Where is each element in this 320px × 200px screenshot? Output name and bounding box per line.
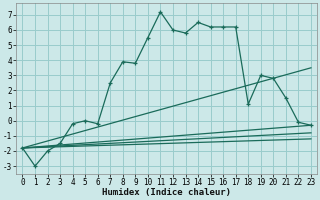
X-axis label: Humidex (Indice chaleur): Humidex (Indice chaleur) bbox=[102, 188, 231, 197]
